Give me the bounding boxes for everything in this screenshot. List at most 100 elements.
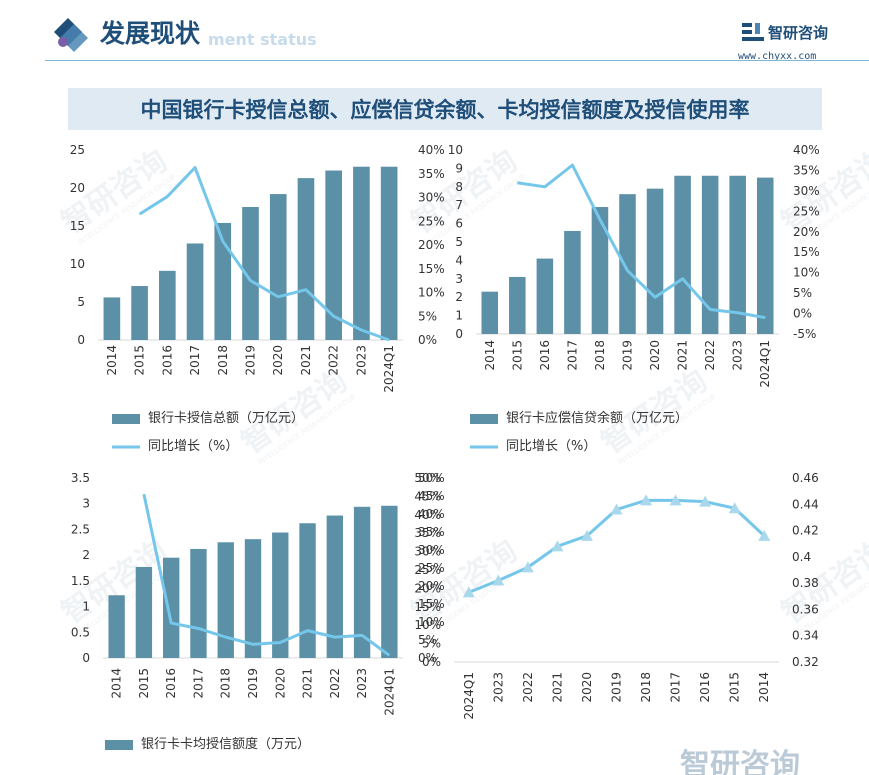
left-tick-label-3: 5% (422, 637, 441, 651)
category-label-1: 2021 (676, 340, 690, 371)
right-tick-label-1: 10% (793, 266, 820, 280)
bar-1-9 (729, 175, 746, 334)
left-tick-label-2: 1 (82, 600, 90, 614)
left-tick-label-1: 9 (455, 161, 463, 175)
right-tick-label-3: 0.46 (792, 471, 819, 485)
right-tick-label-3: 0.4 (792, 550, 811, 564)
category-label-0: 2017 (188, 345, 202, 376)
left-tick-label-3: 40% (414, 508, 441, 522)
category-label-1: 2024Q1 (758, 340, 772, 388)
line-marker-1 (492, 574, 505, 586)
legend-swatch-bar-2 (105, 740, 133, 750)
bar-2-3 (190, 548, 207, 658)
right-tick-label-2: 0% (418, 651, 437, 665)
category-label-1: 2022 (703, 340, 717, 371)
left-tick-label-3: 35% (414, 526, 441, 540)
right-tick-label-0: 0% (418, 333, 437, 347)
bar-2-2 (163, 557, 180, 658)
right-tick-label-0: 25% (418, 214, 445, 228)
category-label-3: 2014 (757, 672, 771, 703)
category-label-2: 2023 (355, 668, 369, 699)
legend-label-2: 银行卡卡均授信额度（万元） (141, 736, 310, 752)
left-tick-label-1: 1 (455, 309, 463, 323)
left-tick-label-1: 3 (455, 272, 463, 286)
bar-1-5 (619, 194, 636, 334)
left-tick-label-2: 0.5 (71, 625, 90, 639)
left-tick-label-2: 3.5 (71, 471, 90, 485)
bar-0-0 (103, 297, 121, 340)
left-tick-label-1: 7 (455, 198, 463, 212)
category-label-0: 2020 (271, 345, 285, 376)
bar-1-3 (564, 230, 581, 334)
left-tick-label-1: 8 (455, 180, 463, 194)
line-marker-9 (728, 502, 741, 514)
category-label-3: 2019 (610, 672, 624, 703)
right-tick-label-1: 15% (793, 245, 820, 259)
left-tick-label-0: 25 (70, 143, 85, 157)
bar-2-0 (108, 595, 125, 658)
left-tick-label-1: 6 (455, 217, 463, 231)
right-tick-label-0: 30% (418, 191, 445, 205)
line-marker-5 (610, 503, 623, 515)
bar-0-6 (269, 194, 287, 340)
category-label-3: 2018 (639, 672, 653, 703)
bar-0-7 (297, 178, 315, 340)
right-tick-label-3: 0.44 (792, 497, 819, 511)
right-tick-label-0: 5% (418, 309, 437, 323)
bottom-brand-watermark: 智研咨询 (680, 748, 800, 775)
line-marker-10 (758, 529, 771, 541)
right-tick-label-2: 40% (418, 507, 445, 521)
bar-0-1 (131, 286, 148, 340)
left-tick-label-3: 50% (414, 471, 441, 485)
legend-swatch-bar-0 (112, 414, 140, 424)
bar-1-4 (591, 207, 609, 334)
right-tick-label-2: 5% (418, 633, 437, 647)
series-line-0 (138, 166, 390, 342)
left-tick-label-0: 0 (77, 333, 85, 347)
left-tick-label-1: 2 (455, 290, 463, 304)
bar-2-7 (299, 523, 316, 658)
legend-swatch-bar-1 (470, 414, 498, 424)
chart-banner: 中国银行卡授信总额、应偿信贷余额、卡均授信额度及授信使用率 (68, 88, 822, 130)
left-tick-label-3: 15% (414, 600, 441, 614)
right-tick-label-2: 25% (418, 561, 445, 575)
category-label-3: 2021 (550, 672, 564, 703)
header-diamond-icon (54, 18, 88, 52)
category-label-2: 2021 (301, 668, 315, 699)
category-label-1: 2016 (538, 340, 552, 371)
left-tick-label-0: 10 (70, 257, 85, 271)
category-label-0: 2014 (105, 345, 119, 376)
right-tick-label-1: 25% (793, 204, 820, 218)
bar-1-1 (509, 276, 526, 334)
right-tick-label-0: 40% (418, 143, 445, 157)
category-label-2: 2019 (246, 668, 260, 699)
brand-logo-icon (742, 23, 764, 41)
right-tick-label-1: 20% (793, 225, 820, 239)
bar-0-10 (380, 166, 398, 340)
category-label-3: 2024Q1 (462, 672, 476, 720)
line-marker-7 (669, 494, 682, 506)
category-label-1: 2019 (621, 340, 635, 371)
category-label-2: 2022 (328, 668, 342, 699)
legend-label-0: 银行卡授信总额（万亿元） (148, 411, 304, 426)
right-tick-label-3: 0.38 (792, 576, 819, 590)
right-tick-label-3: 0.36 (792, 602, 819, 616)
bar-0-9 (353, 166, 370, 340)
category-label-2: 2017 (191, 668, 205, 699)
left-tick-label-1: 4 (455, 253, 463, 267)
header-title: 发展现状 (100, 19, 201, 48)
left-tick-label-2: 1.5 (71, 574, 90, 588)
right-tick-label-2: 45% (418, 489, 445, 503)
header-subtitle: ment status (208, 30, 317, 49)
right-tick-label-1: 30% (793, 184, 820, 198)
category-label-1: 2015 (510, 340, 524, 371)
right-tick-label-2: 10% (418, 615, 445, 629)
banner-title: 中国银行卡授信总额、应偿信贷余额、卡均授信额度及授信使用率 (140, 97, 750, 122)
line-marker-0 (462, 586, 475, 598)
left-tick-label-3: 0% (422, 655, 441, 669)
page-header: ment status 发展现状 智研咨询 www.chyxx.com (0, 0, 869, 62)
category-label-3: 2020 (580, 672, 594, 703)
right-tick-label-1: 35% (793, 163, 820, 177)
bar-0-5 (242, 207, 259, 340)
